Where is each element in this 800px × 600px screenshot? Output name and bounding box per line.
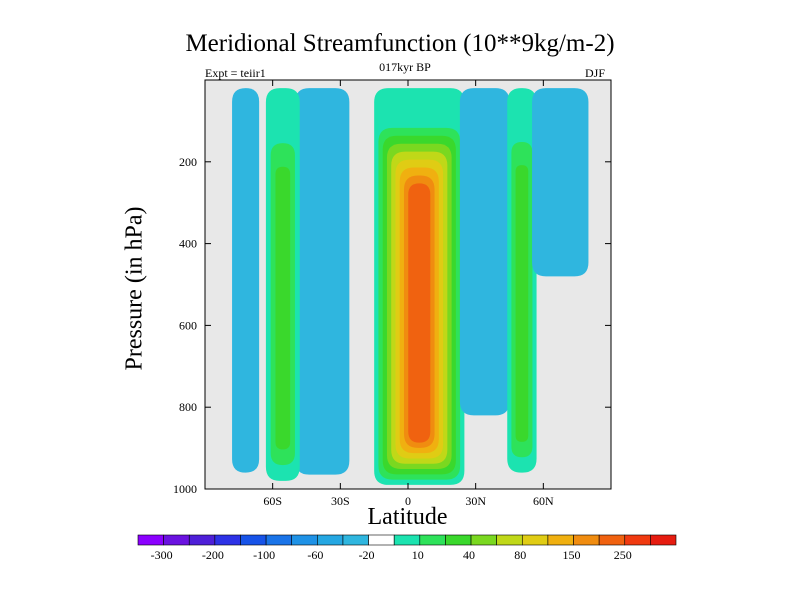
contour-region-pos-band-50N xyxy=(507,88,537,473)
colorbar-label: -200 xyxy=(202,548,224,562)
contour-fill xyxy=(408,183,431,443)
colorbar-swatch xyxy=(624,534,651,546)
contour-region-hadley-cell xyxy=(374,88,465,485)
time-label: 017kyr BP xyxy=(379,60,431,74)
contour-region-pos-band-60S xyxy=(265,88,300,481)
colorbar-swatch xyxy=(521,534,549,546)
contour-fill xyxy=(275,166,291,450)
colorbar-label: -60 xyxy=(307,548,323,562)
colorbar-swatch xyxy=(137,534,164,546)
colorbar-swatch xyxy=(470,534,497,546)
colorbar-swatch xyxy=(214,534,241,546)
colorbar-swatch xyxy=(163,534,190,546)
x-tick-label: 30N xyxy=(465,494,486,508)
colorbar-swatch xyxy=(393,534,421,546)
x-tick-label: 60S xyxy=(263,494,282,508)
x-tick-label: 60N xyxy=(533,494,554,508)
colorbar-swatch xyxy=(291,534,318,546)
y-tick-label: 400 xyxy=(179,237,197,251)
colorbar-label: 150 xyxy=(563,548,581,562)
colorbar-label: 40 xyxy=(463,548,475,562)
contour-region-neg-band-polar-south xyxy=(232,88,260,473)
contour-fill xyxy=(232,88,260,473)
colorbar-label: 10 xyxy=(412,548,424,562)
colorbar-swatch xyxy=(342,534,369,546)
y-tick-label: 200 xyxy=(179,155,197,169)
y-tick-label: 800 xyxy=(179,400,197,414)
contour-fill xyxy=(459,88,510,416)
y-tick-label: 1000 xyxy=(173,482,197,496)
x-axis-label: Latitude xyxy=(367,504,448,530)
colorbar-swatch xyxy=(265,534,293,546)
colorbar-swatch xyxy=(573,534,600,546)
colorbar-swatch xyxy=(419,534,446,546)
contour-region-neg-band-25N xyxy=(459,88,510,416)
experiment-label: Expt = teiir1 xyxy=(205,66,266,80)
contour-region-neg-band-north xyxy=(532,88,589,277)
contour-region-neg-band-30S xyxy=(295,88,350,475)
colorbar-label: -20 xyxy=(359,548,375,562)
contour-fill xyxy=(515,165,529,442)
contour-fill xyxy=(295,88,350,475)
colorbar-label: 250 xyxy=(614,548,632,562)
x-tick-label: 30S xyxy=(331,494,350,508)
colorbar-swatch xyxy=(650,534,677,546)
colorbar-swatch xyxy=(188,534,216,546)
colorbar-swatch xyxy=(317,534,344,546)
colorbar-swatch xyxy=(445,534,472,546)
colorbar-label: -300 xyxy=(151,548,173,562)
colorbar-label: -100 xyxy=(253,548,275,562)
x-tick-label: 0 xyxy=(405,494,411,508)
colorbar-swatch xyxy=(368,534,395,546)
colorbar-swatch xyxy=(240,534,267,546)
season-label: DJF xyxy=(585,66,606,80)
colorbar-swatch xyxy=(547,534,574,546)
y-tick-label: 600 xyxy=(179,318,197,332)
colorbar-swatch xyxy=(496,534,523,546)
contour-fill xyxy=(532,88,589,277)
colorbar-swatch xyxy=(598,534,626,546)
chart-title: Meridional Streamfunction (10**9kg/m-2) xyxy=(185,30,615,57)
colorbar-label: 80 xyxy=(514,548,526,562)
